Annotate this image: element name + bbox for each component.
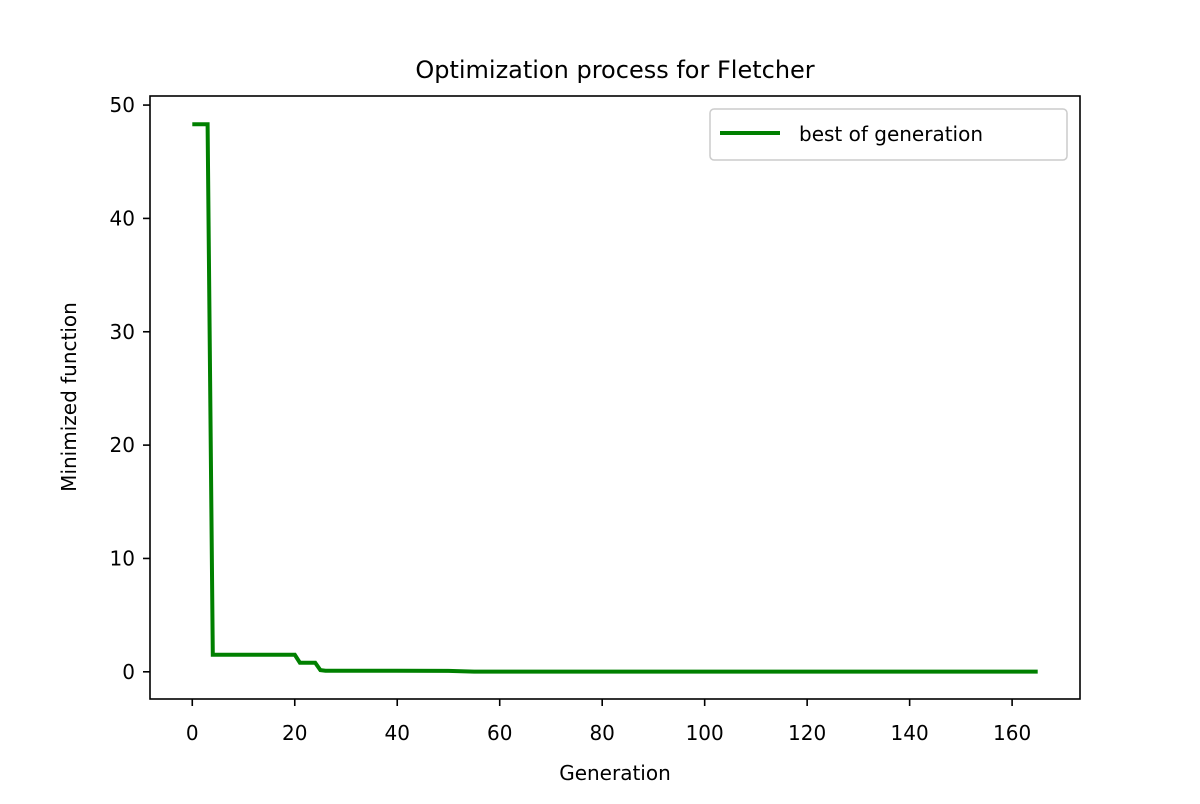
x-tick-label: 140	[891, 721, 929, 745]
y-axis-label: Minimized function	[57, 302, 81, 492]
y-tick-label: 0	[122, 660, 135, 684]
y-tick-label: 30	[110, 320, 135, 344]
y-tick-label: 10	[110, 546, 135, 570]
legend: best of generation	[709, 108, 1068, 161]
chart-title: Optimization process for Fletcher	[415, 56, 814, 84]
series-layer	[192, 122, 1038, 674]
x-tick-label: 160	[993, 721, 1031, 745]
y-tick-label: 40	[110, 206, 135, 230]
x-tick-label: 0	[186, 721, 199, 745]
plot-area-frame	[149, 95, 1081, 700]
x-tick-label: 120	[788, 721, 826, 745]
x-tick-label: 40	[385, 721, 410, 745]
series-line-best-of-generation	[192, 122, 1038, 674]
y-tick-label: 50	[110, 93, 135, 117]
legend-entry-label: best of generation	[799, 122, 983, 146]
x-tick-label: 100	[686, 721, 724, 745]
x-tick-label: 60	[487, 721, 512, 745]
x-axis-label: Generation	[559, 761, 671, 785]
x-axis-ticks: 0 20 40 60 80 100 120 140 160	[186, 699, 1031, 745]
legend-frame	[709, 108, 1068, 161]
y-tick-label: 20	[110, 433, 135, 457]
x-tick-label: 80	[589, 721, 614, 745]
y-axis-ticks: 0 10 20 30 40 50	[110, 93, 150, 684]
x-tick-label: 20	[282, 721, 307, 745]
